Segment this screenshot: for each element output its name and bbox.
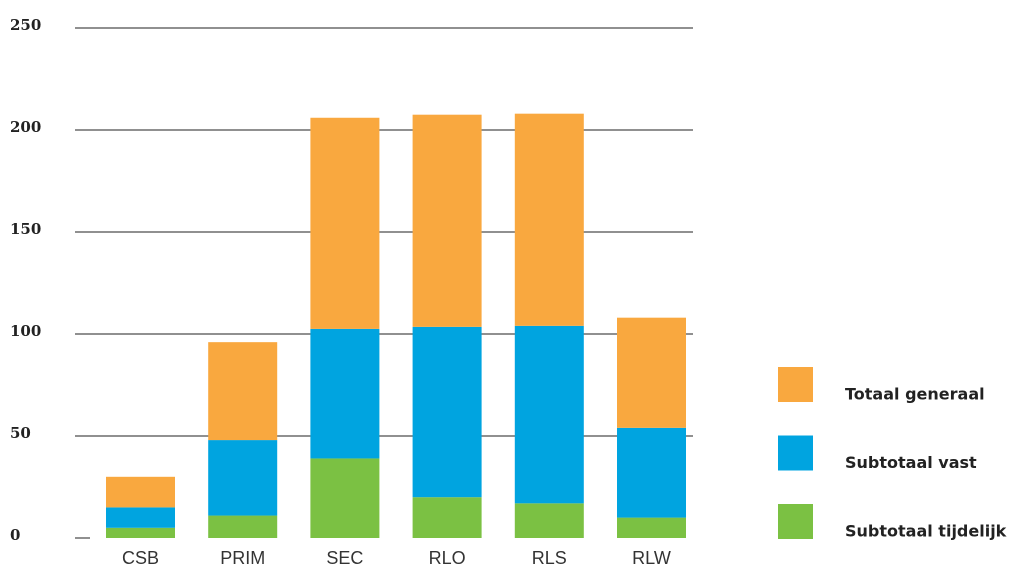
y-tick-label: 50 [10,424,31,442]
bar-segment [106,527,175,538]
x-tick-label: PRIM [220,548,265,568]
y-tick-label: 0 [10,526,20,544]
bar-segment [106,476,175,508]
y-tick-label: 200 [10,118,41,136]
bar-segment [617,427,686,518]
bar-segment [310,117,380,329]
legend-swatch [778,435,813,471]
bar-segment [617,317,686,428]
y-tick-label: 250 [10,16,41,34]
x-tick-label: SEC [326,548,363,568]
bar-segment [208,342,278,441]
bar-segment [514,325,584,504]
bar-segment [514,503,584,538]
bar-segment [106,507,175,528]
x-tick-label: RLW [632,548,671,568]
bar-segment [412,114,482,327]
bar-segment [412,326,482,498]
x-tick-label: RLO [429,548,466,568]
bar-segment [514,113,584,326]
legend-swatch [778,504,813,539]
bar-segment [310,458,380,538]
bar-segment [617,517,686,538]
bar-segment [310,328,380,459]
y-tick-label: 150 [10,220,41,238]
legend-label: Subtotaal tijdelijk [845,522,1007,541]
legend-label: Subtotaal vast [845,453,977,472]
x-tick-label: RLS [532,548,567,568]
legend-swatch [778,367,813,402]
y-tick-label: 100 [10,322,41,340]
bar-segment [208,515,278,538]
legend-label: Totaal generaal [845,385,985,404]
x-tick-label: CSB [122,548,159,568]
bar-segment [208,440,278,516]
bar-segment [412,497,482,538]
